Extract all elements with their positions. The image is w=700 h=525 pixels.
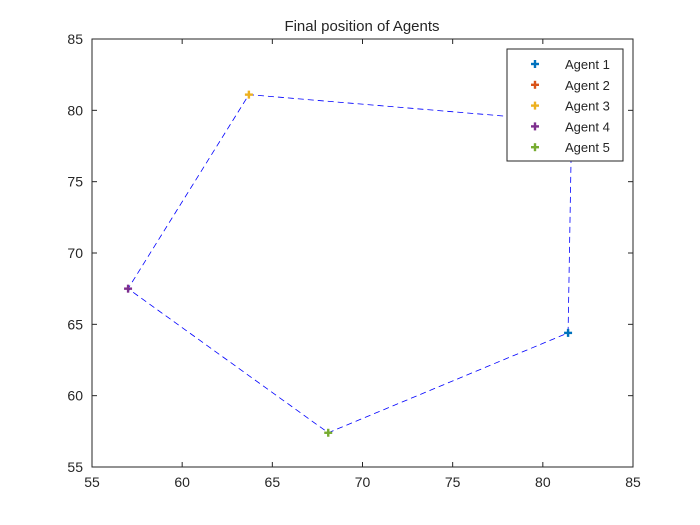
x-tick-label: 85 — [625, 474, 641, 490]
x-tick-label: 75 — [445, 474, 461, 490]
legend-marker-agent-4 — [531, 122, 539, 131]
y-tick-label: 85 — [67, 31, 83, 47]
agent-4-marker — [124, 284, 133, 293]
x-tick-label: 65 — [265, 474, 281, 490]
x-tick-label: 80 — [535, 474, 551, 490]
chart-title: Final position of Agents — [284, 18, 439, 35]
y-tick-label: 55 — [67, 459, 83, 475]
y-tick-label: 60 — [67, 388, 83, 404]
legend-label-agent-2: Agent 2 — [565, 78, 610, 93]
agent-1-marker — [564, 328, 573, 337]
y-tick-label: 65 — [67, 316, 83, 332]
legend-marker-agent-2 — [531, 80, 539, 89]
y-tick-label: 70 — [67, 245, 83, 261]
legend-marker-agent-3 — [531, 101, 539, 110]
legend-marker-agent-5 — [531, 143, 539, 152]
x-tick-label: 60 — [174, 474, 190, 490]
x-tick-label: 55 — [84, 474, 100, 490]
legend-label-agent-1: Agent 1 — [565, 57, 610, 72]
agent-5-marker — [324, 428, 333, 437]
legend-label-agent-5: Agent 5 — [565, 140, 610, 155]
x-axis: 55 60 65 70 75 80 85 — [84, 39, 641, 490]
legend-marker-agent-1 — [531, 60, 539, 68]
x-tick-label: 70 — [355, 474, 371, 490]
y-axis: 55 60 65 70 75 80 85 — [67, 31, 633, 475]
legend-box — [506, 48, 624, 162]
y-tick-label: 80 — [67, 102, 83, 118]
agent-3-marker — [244, 90, 253, 99]
legend-label-agent-3: Agent 3 — [565, 99, 610, 114]
y-tick-label: 75 — [67, 174, 83, 190]
legend: Agent 1 Agent 2 Agent 3 Agent 4 Agent 5 — [506, 48, 624, 162]
legend-label-agent-4: Agent 4 — [565, 119, 610, 134]
